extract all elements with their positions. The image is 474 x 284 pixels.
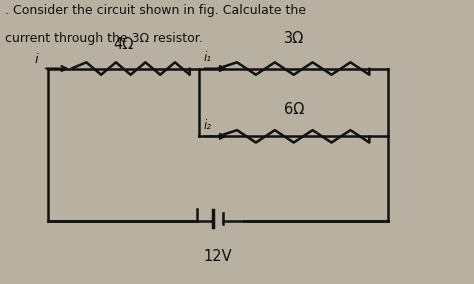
Text: . Consider the circuit shown in fig. Calculate the: . Consider the circuit shown in fig. Cal… — [5, 3, 306, 16]
Text: i: i — [34, 53, 38, 66]
Text: i₂: i₂ — [204, 119, 212, 132]
Text: 6Ω: 6Ω — [283, 102, 304, 116]
Text: i₁: i₁ — [204, 51, 212, 64]
Text: 3Ω: 3Ω — [283, 31, 304, 46]
Text: current through the 3Ω resistor.: current through the 3Ω resistor. — [5, 32, 203, 45]
Text: 4Ω: 4Ω — [113, 37, 134, 52]
Text: 12V: 12V — [204, 249, 232, 264]
